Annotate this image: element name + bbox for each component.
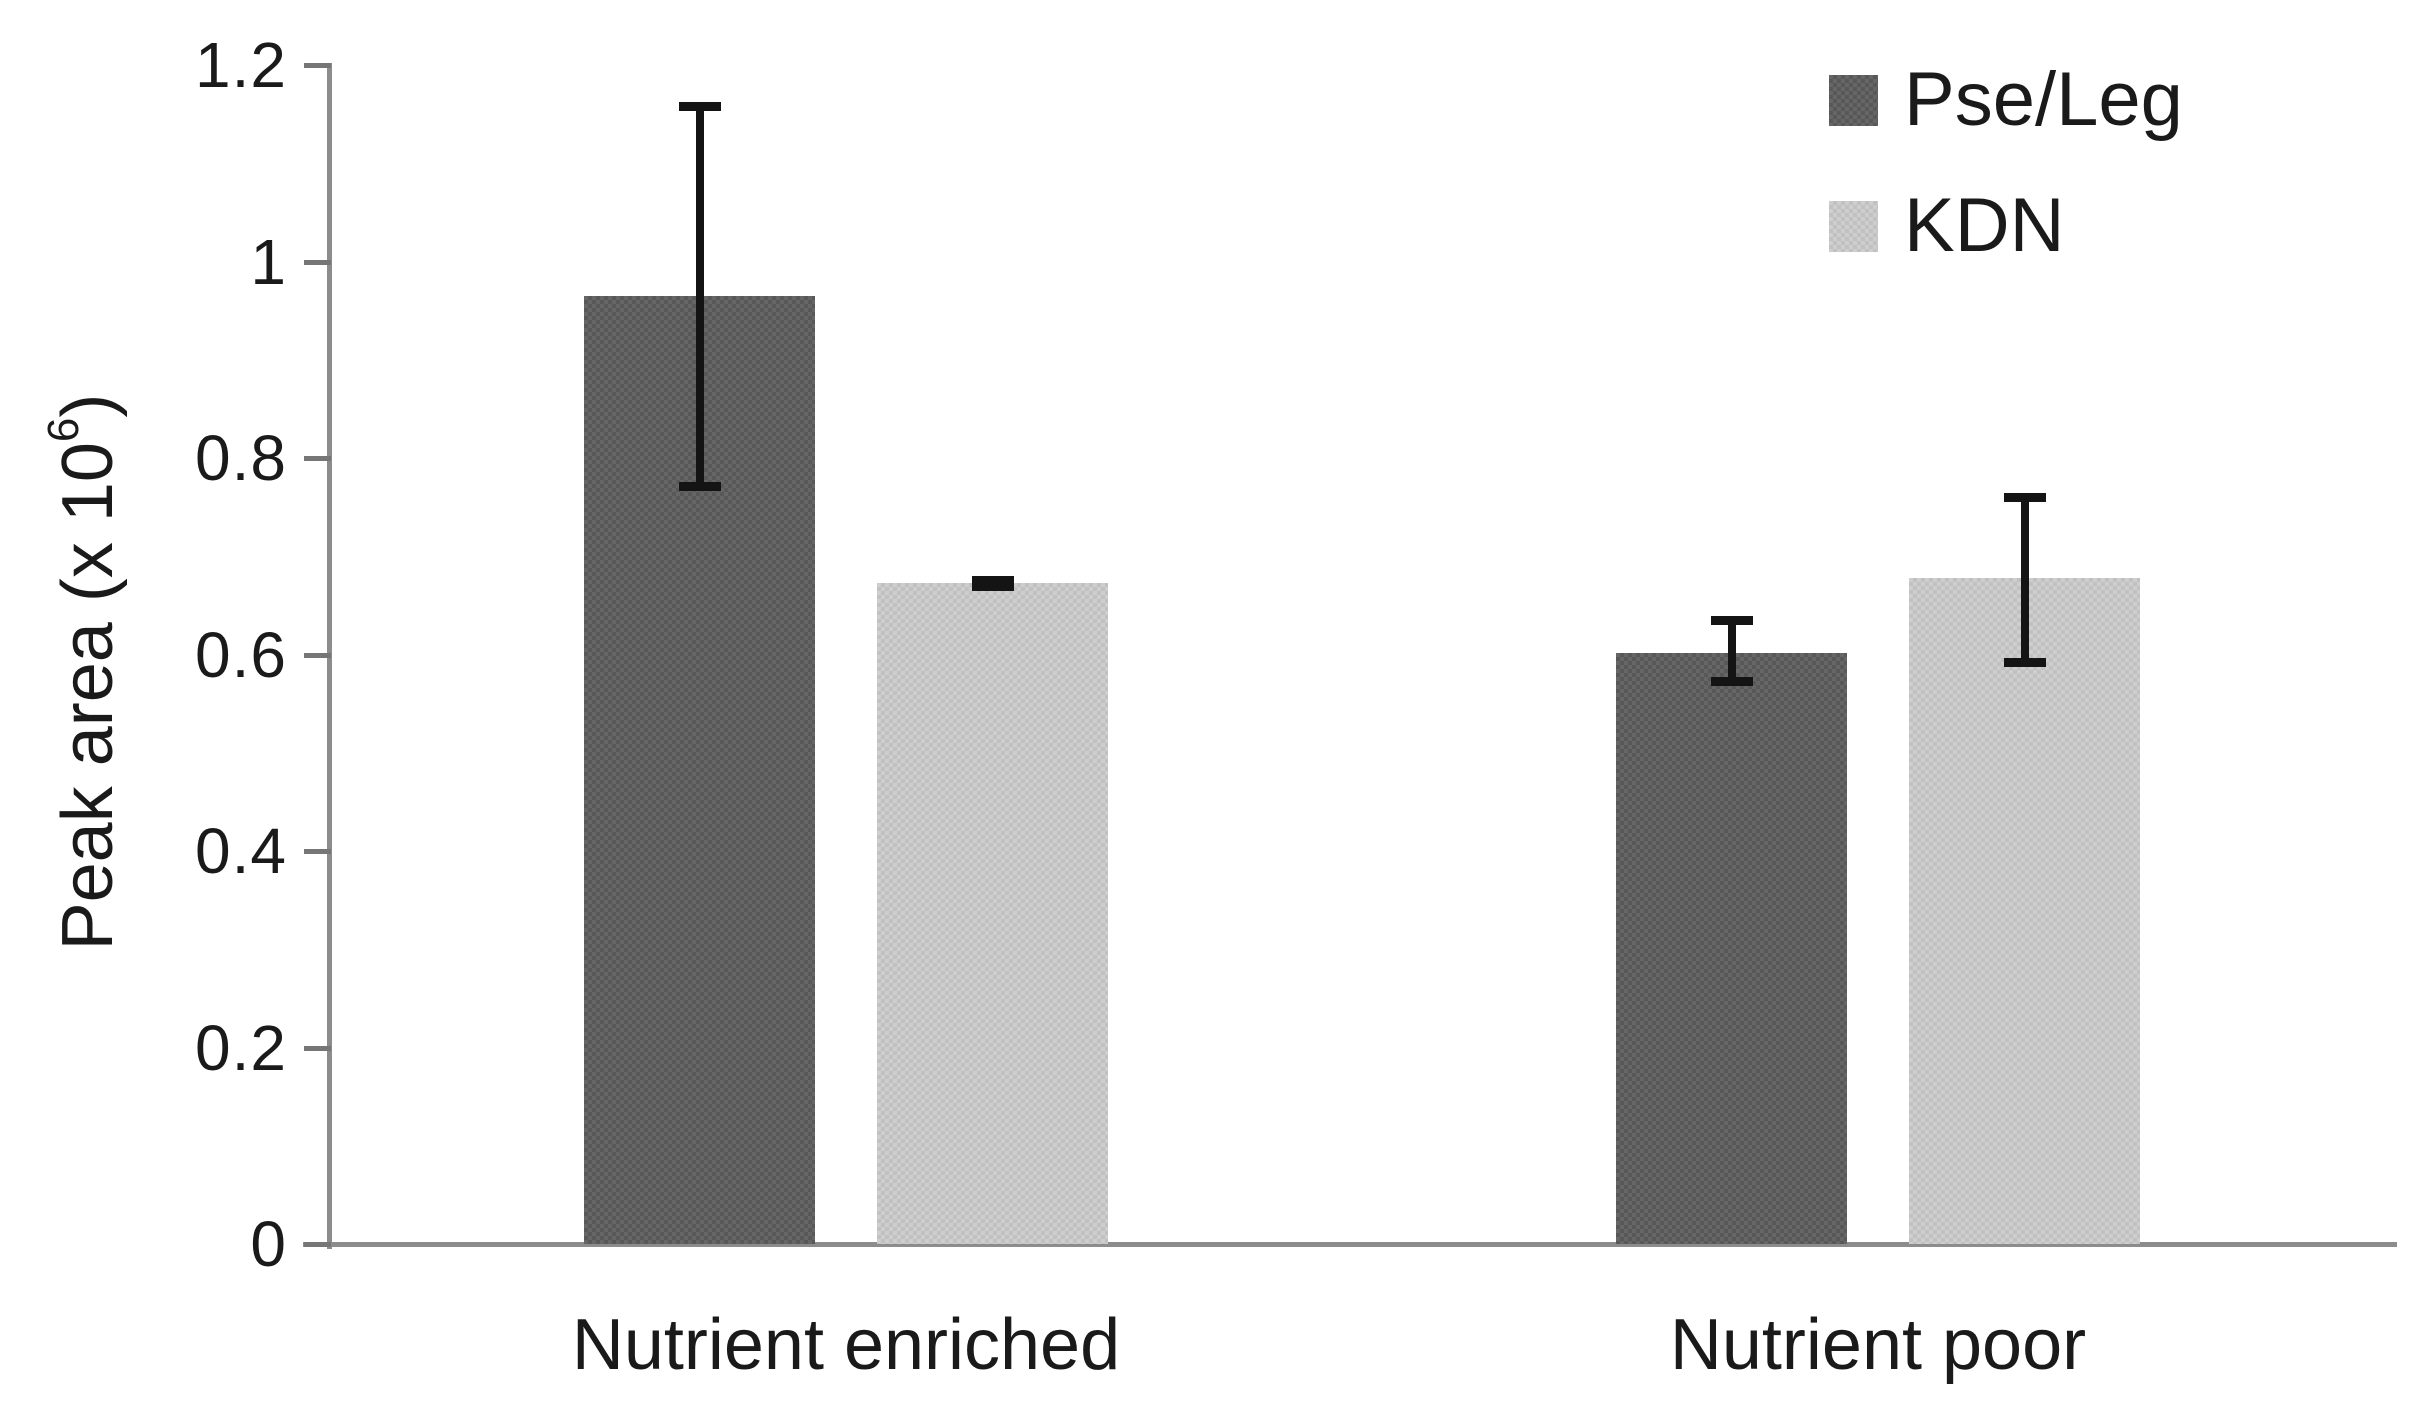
y-axis-title-exponent: 6	[39, 417, 88, 443]
error-bar-bottom-cap	[678, 481, 721, 491]
legend-label-kdn: KDN	[1904, 183, 2065, 268]
bar-pse-leg-1	[584, 295, 815, 1244]
bar-pse-leg-2	[1616, 652, 1847, 1244]
y-tick-mark	[304, 63, 331, 68]
error-bar-line	[695, 106, 704, 486]
error-bar-bottom-cap	[1710, 677, 1753, 687]
y-tick-mark	[304, 849, 331, 854]
error-bar-top-cap	[1710, 616, 1753, 626]
y-tick-mark	[304, 259, 331, 265]
y-tick-mark	[304, 1242, 331, 1247]
legend-item-kdn: KDN	[1829, 188, 2183, 264]
y-tick-label: 0.6	[195, 618, 287, 691]
y-tick-label: 0.4	[195, 815, 287, 887]
error-bar-line	[1727, 620, 1736, 682]
legend-swatch-pse-leg	[1829, 74, 1878, 126]
y-tick-label: 1	[250, 225, 287, 298]
category-label-2: Nutrient poor	[1669, 1305, 2087, 1385]
error-bar-top-cap	[678, 102, 721, 112]
y-tick-mark	[304, 456, 331, 461]
y-tick-label: 0.8	[195, 422, 287, 494]
bar-kdn-2	[1909, 577, 2140, 1244]
y-axis-title-close: )	[48, 393, 128, 418]
legend: Pse/Leg KDN	[1829, 62, 2183, 314]
y-tick-mark	[304, 1045, 331, 1051]
y-tick-label: 1.2	[195, 29, 287, 101]
y-tick-label: 0.2	[195, 1011, 287, 1084]
x-axis-line	[303, 1242, 2397, 1247]
bar-kdn-1	[877, 582, 1108, 1244]
legend-item-pse-leg: Pse/Leg	[1829, 62, 2183, 138]
error-bar-top-cap	[971, 575, 1014, 585]
category-label-1: Nutrient enriched	[571, 1305, 1121, 1385]
y-tick-mark	[304, 652, 331, 658]
legend-label-pse-leg: Pse/Leg	[1904, 57, 2183, 142]
error-bar-bottom-cap	[971, 581, 1014, 591]
y-tick-label: 0	[250, 1208, 287, 1280]
error-bar-top-cap	[2003, 493, 2046, 503]
error-bar-line	[2020, 497, 2029, 663]
error-bar-bottom-cap	[2003, 658, 2046, 668]
legend-swatch-kdn	[1829, 200, 1878, 252]
